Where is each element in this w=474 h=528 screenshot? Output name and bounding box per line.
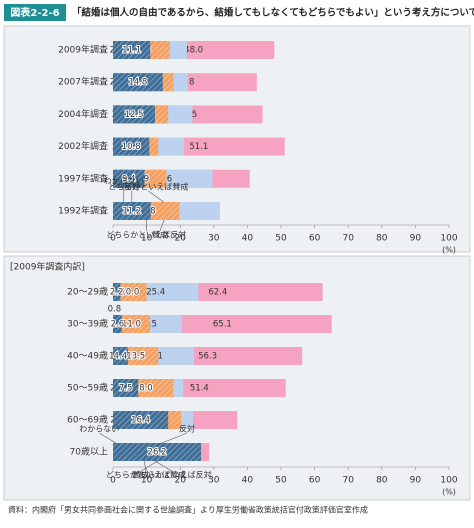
legend-label: 反対 (124, 182, 140, 192)
callout-line (148, 190, 167, 205)
header-badge (4, 4, 66, 21)
x-tick-label: 40 (242, 476, 254, 486)
bar-hatch (113, 41, 151, 59)
x-tick-label: 20 (174, 476, 186, 486)
value-label: 51.4 (190, 384, 209, 394)
x-tick-label: 20 (174, 234, 186, 244)
x-tick-label: 90 (410, 476, 422, 486)
bar-hatch (113, 283, 147, 301)
legend-label: どちらかといえば賛成 (106, 470, 186, 480)
legend-label: 反対 (179, 424, 195, 434)
y-tick-label: 50～59歳 (67, 382, 108, 394)
y-tick-label: 1992年調査 (58, 205, 108, 217)
bar-hatch (113, 347, 128, 365)
y-tick-label: 2009年調査 (58, 44, 108, 56)
source: 資料：内閣府「男女共同参画社会に関する世論調査」より厚生労働省政策統括官付政策評… (8, 505, 368, 515)
value-label: 11.1 (122, 46, 141, 56)
value-label: 0.8 (108, 305, 122, 315)
bar-hatch (113, 73, 163, 92)
bar-hatch (113, 283, 121, 301)
legend-label: どちらかといえば反対 (132, 470, 212, 480)
legend-label: どちらかといえば賛成 (108, 182, 188, 192)
header-title: 「結婚は個人の自由であるから、結婚してもしなくてもどちらでもよい」という考え方に… (72, 7, 474, 19)
y-tick-label: 30～39歳 (67, 318, 108, 330)
x-tick-label: 30 (208, 234, 220, 244)
value-label: 9.4 (122, 174, 136, 184)
value-label: 11.2 (122, 207, 141, 217)
value-label: 48.0 (184, 46, 203, 56)
legend-label: わからない (104, 177, 144, 186)
value-label: 12.5 (125, 110, 144, 120)
value-label: 11.0 (122, 320, 141, 330)
value-label: 2.6 (111, 320, 125, 330)
value-label: 16.4 (131, 416, 150, 426)
value-label: 4.4 (114, 352, 128, 362)
y-tick-label: 1997年調査 (58, 172, 108, 184)
x-tick-label: 90 (410, 234, 422, 244)
value-label: 14.8 (128, 78, 147, 88)
value-label: 2.2 (110, 288, 124, 298)
value-label: 25.4 (146, 288, 165, 298)
value-label: 13.5 (126, 352, 145, 362)
value-label: 56.3 (198, 352, 217, 362)
legend-label: 賛成 (133, 470, 149, 480)
callout-line (156, 432, 188, 446)
y-tick-label: 60～69歳 (67, 414, 108, 426)
bar-hatch (113, 411, 169, 429)
y-tick-label: 20～29歳 (67, 286, 108, 298)
subchart-title: [2009年調査内訳] (10, 261, 85, 273)
bar-hatch (113, 379, 139, 397)
y-tick-label: 70歳以上 (70, 446, 108, 458)
value-label: 10.0 (120, 288, 139, 298)
legend-label: どちらかといえば反対 (106, 230, 186, 240)
value-label: 7.5 (119, 384, 133, 394)
x-tick-label: 80 (376, 476, 388, 486)
bar-hatch (113, 315, 122, 333)
x-tick-label: 0 (110, 476, 116, 486)
x-tick-label: 70 (342, 476, 354, 486)
x-tick-label: 100 (440, 476, 457, 486)
value-label: 10.8 (122, 142, 141, 152)
value-label: 62.4 (208, 288, 227, 298)
x-tick-label: 10 (141, 234, 153, 244)
legend-label: わからない (79, 425, 119, 434)
bar-hatch (113, 169, 145, 188)
x-tick-label: 50 (275, 234, 287, 244)
x-tick-label: 40 (242, 234, 254, 244)
y-tick-label: 2002年調査 (58, 140, 108, 152)
bar-hatch (113, 202, 151, 220)
value-label: 26.2 (148, 448, 167, 458)
x-tick-label: 100 (440, 234, 457, 244)
bar-hatch (113, 443, 202, 461)
x-tick-label: 50 (275, 476, 287, 486)
y-tick-label: 2004年調査 (58, 108, 108, 120)
x-axis-label: (%) (442, 246, 456, 255)
legend-label: 賛成 (152, 230, 168, 240)
x-tick-label: 80 (376, 234, 388, 244)
bar-hatch (113, 105, 155, 124)
callout-line (159, 217, 166, 232)
x-tick-label: 60 (309, 234, 321, 244)
header-label: 図表2-2-6 (10, 6, 59, 19)
x-axis-label: (%) (442, 488, 456, 497)
value-label: 51.1 (189, 142, 208, 152)
x-tick-label: 60 (309, 476, 321, 486)
x-tick-label: 0 (110, 234, 116, 244)
y-tick-label: 2007年調査 (58, 76, 108, 88)
bar-hatch (113, 137, 150, 156)
value-label: 65.1 (213, 320, 232, 330)
bar-hatch (113, 315, 150, 333)
x-tick-label: 30 (208, 476, 220, 486)
x-tick-label: 10 (141, 476, 153, 486)
x-tick-label: 70 (342, 234, 354, 244)
y-tick-label: 40～49歳 (67, 350, 108, 362)
